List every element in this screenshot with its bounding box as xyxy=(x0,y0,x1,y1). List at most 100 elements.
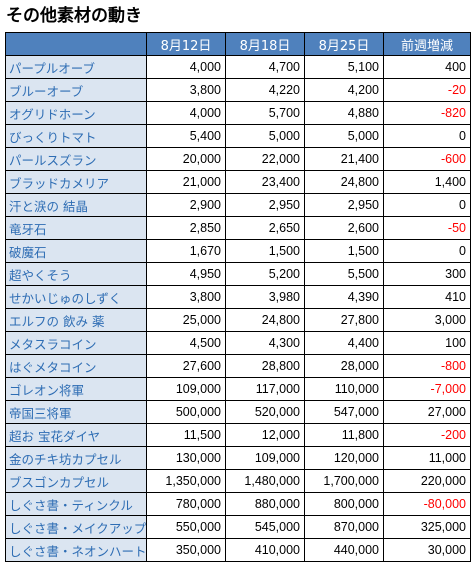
price-aug25-cell: 4,390 xyxy=(304,285,384,309)
table-row: 超やくそう 4,950 5,200 5,500 300 xyxy=(5,262,471,286)
header-date-2: 8月18日 xyxy=(225,32,305,56)
weekly-change-cell: 100 xyxy=(383,331,471,355)
item-name-cell: 帝国三将軍 xyxy=(5,400,147,424)
table-row: 竜牙石 2,850 2,650 2,600 -50 xyxy=(5,216,471,240)
price-aug18-cell: 5,200 xyxy=(225,262,305,286)
weekly-change-cell: -820 xyxy=(383,101,471,125)
price-aug18-cell: 109,000 xyxy=(225,446,305,470)
table-row: エルフの 飲み 薬 25,000 24,800 27,800 3,000 xyxy=(5,308,471,332)
price-aug25-cell: 24,800 xyxy=(304,170,384,194)
price-aug25-cell: 5,100 xyxy=(304,55,384,79)
item-name-cell: はぐメタコイン xyxy=(5,354,147,378)
weekly-change-cell: 400 xyxy=(383,55,471,79)
price-aug25-cell: 11,800 xyxy=(304,423,384,447)
table-row: メタスラコイン 4,500 4,300 4,400 100 xyxy=(5,331,471,355)
price-aug12-cell: 11,500 xyxy=(146,423,226,447)
price-aug12-cell: 3,800 xyxy=(146,78,226,102)
item-name-cell: 竜牙石 xyxy=(5,216,147,240)
price-aug12-cell: 109,000 xyxy=(146,377,226,401)
price-aug18-cell: 3,980 xyxy=(225,285,305,309)
price-aug18-cell: 2,650 xyxy=(225,216,305,240)
weekly-change-cell: 0 xyxy=(383,193,471,217)
price-aug12-cell: 130,000 xyxy=(146,446,226,470)
weekly-change-cell: -50 xyxy=(383,216,471,240)
price-aug18-cell: 28,800 xyxy=(225,354,305,378)
weekly-change-cell: 220,000 xyxy=(383,469,471,493)
weekly-change-cell: -200 xyxy=(383,423,471,447)
price-aug18-cell: 1,500 xyxy=(225,239,305,263)
price-aug25-cell: 2,600 xyxy=(304,216,384,240)
table-row: しぐさ書・ネオンハート 350,000 410,000 440,000 30,000 xyxy=(5,538,471,562)
item-name-cell: 破魔石 xyxy=(5,239,147,263)
table-row: はぐメタコイン 27,600 28,800 28,000 -800 xyxy=(5,354,471,378)
item-name-cell: ブスゴンカプセル xyxy=(5,469,147,493)
header-diff: 前週増減 xyxy=(383,32,471,56)
price-aug12-cell: 550,000 xyxy=(146,515,226,539)
price-aug25-cell: 1,500 xyxy=(304,239,384,263)
weekly-change-cell: 3,000 xyxy=(383,308,471,332)
table-row: びっくりトマト 5,400 5,000 5,000 0 xyxy=(5,124,471,148)
item-name-cell: しぐさ書・ネオンハート xyxy=(5,538,147,562)
weekly-change-cell: 27,000 xyxy=(383,400,471,424)
price-aug12-cell: 4,000 xyxy=(146,55,226,79)
item-name-cell: エルフの 飲み 薬 xyxy=(5,308,147,332)
table-row: せかいじゅのしずく 3,800 3,980 4,390 410 xyxy=(5,285,471,309)
table-row: パープルオーブ 4,000 4,700 5,100 400 xyxy=(5,55,471,79)
table-row: オグリドホーン 4,000 5,700 4,880 -820 xyxy=(5,101,471,125)
price-aug12-cell: 3,800 xyxy=(146,285,226,309)
price-aug18-cell: 410,000 xyxy=(225,538,305,562)
item-name-cell: 超やくそう xyxy=(5,262,147,286)
weekly-change-cell: 410 xyxy=(383,285,471,309)
weekly-change-cell: -800 xyxy=(383,354,471,378)
header-corner xyxy=(5,32,147,56)
price-aug18-cell: 520,000 xyxy=(225,400,305,424)
header-date-3: 8月25日 xyxy=(304,32,384,56)
price-aug12-cell: 21,000 xyxy=(146,170,226,194)
item-name-cell: パープルオーブ xyxy=(5,55,147,79)
header-row: 8月12日 8月18日 8月25日 前週増減 xyxy=(5,32,471,56)
price-aug25-cell: 440,000 xyxy=(304,538,384,562)
price-aug25-cell: 800,000 xyxy=(304,492,384,516)
price-table: 8月12日 8月18日 8月25日 前週増減 パープルオーブ 4,000 4,700… xyxy=(5,32,471,562)
table-row: 金のチキ坊カプセル 130,000 109,000 120,000 11,000 xyxy=(5,446,471,470)
weekly-change-cell: 1,400 xyxy=(383,170,471,194)
item-name-cell: オグリドホーン xyxy=(5,101,147,125)
price-aug18-cell: 2,950 xyxy=(225,193,305,217)
price-aug18-cell: 23,400 xyxy=(225,170,305,194)
price-aug25-cell: 4,880 xyxy=(304,101,384,125)
price-aug18-cell: 4,220 xyxy=(225,78,305,102)
weekly-change-cell: -80,000 xyxy=(383,492,471,516)
price-aug18-cell: 4,300 xyxy=(225,331,305,355)
item-name-cell: パールスズラン xyxy=(5,147,147,171)
item-name-cell: 汗と涙の 結晶 xyxy=(5,193,147,217)
table-row: 超お 宝花ダイヤ 11,500 12,000 11,800 -200 xyxy=(5,423,471,447)
weekly-change-cell: 0 xyxy=(383,124,471,148)
weekly-change-cell: 325,000 xyxy=(383,515,471,539)
price-aug12-cell: 4,950 xyxy=(146,262,226,286)
header-date-1: 8月12日 xyxy=(146,32,226,56)
price-aug12-cell: 1,350,000 xyxy=(146,469,226,493)
price-aug12-cell: 780,000 xyxy=(146,492,226,516)
weekly-change-cell: 30,000 xyxy=(383,538,471,562)
table-row: 汗と涙の 結晶 2,900 2,950 2,950 0 xyxy=(5,193,471,217)
price-aug18-cell: 4,700 xyxy=(225,55,305,79)
item-name-cell: ゴレオン将軍 xyxy=(5,377,147,401)
price-aug12-cell: 4,500 xyxy=(146,331,226,355)
price-aug25-cell: 5,000 xyxy=(304,124,384,148)
item-name-cell: メタスラコイン xyxy=(5,331,147,355)
item-name-cell: 金のチキ坊カプセル xyxy=(5,446,147,470)
price-aug12-cell: 2,900 xyxy=(146,193,226,217)
weekly-change-cell: -20 xyxy=(383,78,471,102)
price-aug25-cell: 870,000 xyxy=(304,515,384,539)
table-row: ブラッドカメリア 21,000 23,400 24,800 1,400 xyxy=(5,170,471,194)
weekly-change-cell: -7,000 xyxy=(383,377,471,401)
item-name-cell: びっくりトマト xyxy=(5,124,147,148)
price-aug12-cell: 4,000 xyxy=(146,101,226,125)
price-aug18-cell: 117,000 xyxy=(225,377,305,401)
price-aug25-cell: 547,000 xyxy=(304,400,384,424)
price-aug12-cell: 500,000 xyxy=(146,400,226,424)
page-title: その他素材の動き xyxy=(6,6,142,26)
price-aug12-cell: 25,000 xyxy=(146,308,226,332)
price-aug18-cell: 880,000 xyxy=(225,492,305,516)
table-row: ブスゴンカプセル 1,350,000 1,480,000 1,700,000 220,0… xyxy=(5,469,471,493)
